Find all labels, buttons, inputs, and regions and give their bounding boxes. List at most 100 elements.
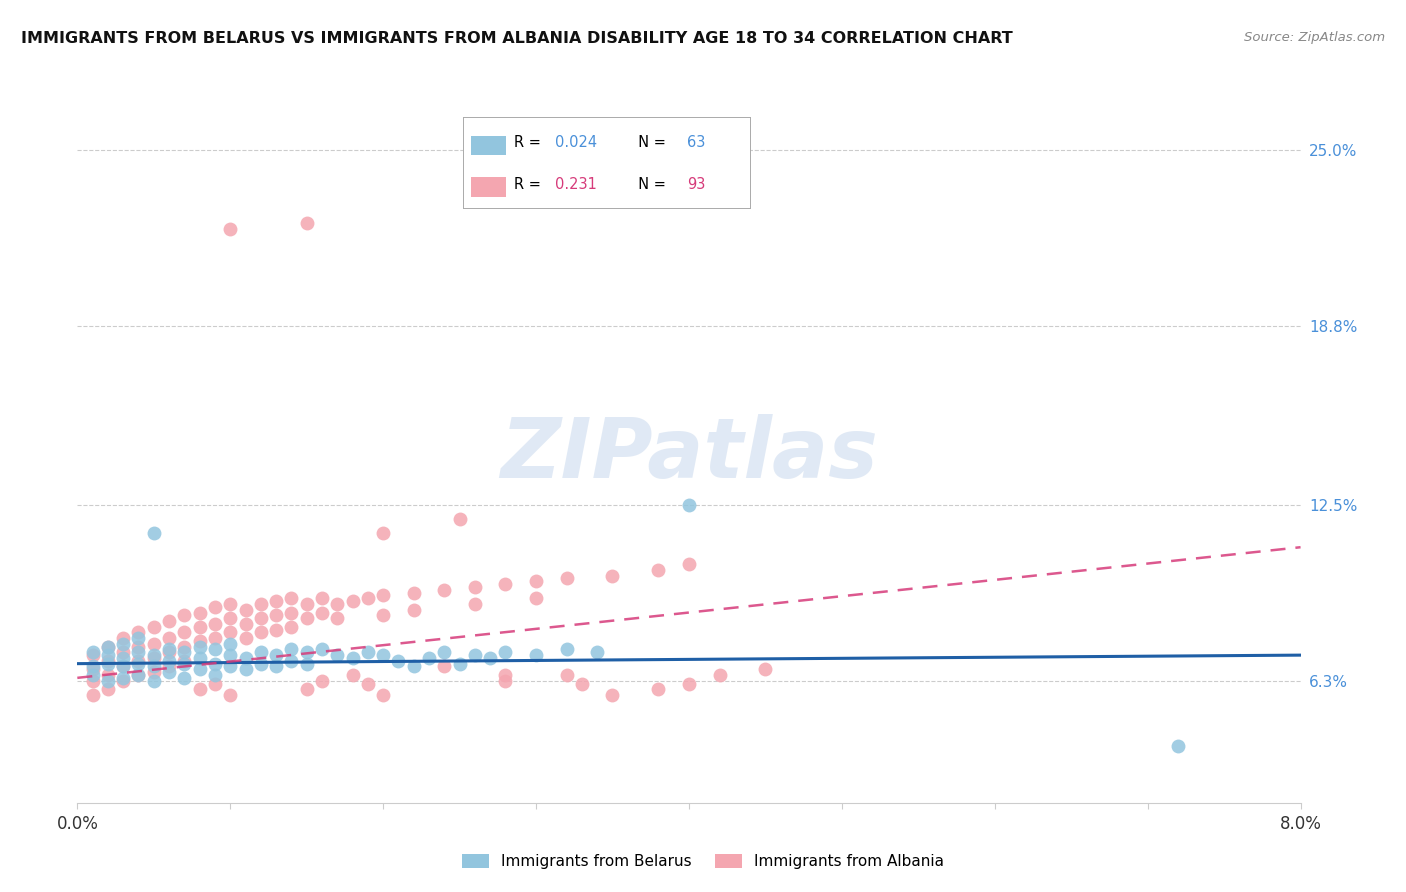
Point [235,631,257,645]
Point [219,625,242,640]
Point [250,597,273,611]
Point [402,659,425,673]
Point [602,568,624,582]
Point [128,631,150,645]
Point [280,654,302,668]
Point [188,662,211,676]
Point [678,558,700,572]
Point [142,651,165,665]
Point [142,620,165,634]
Point [112,673,135,688]
Point [219,688,242,702]
Point [264,608,287,623]
Point [142,659,165,673]
Point [326,597,349,611]
Text: IMMIGRANTS FROM BELARUS VS IMMIGRANTS FROM ALBANIA DISABILITY AGE 18 TO 34 CORRE: IMMIGRANTS FROM BELARUS VS IMMIGRANTS FR… [21,31,1012,46]
Point [602,688,624,702]
Point [219,611,242,625]
Point [97,640,120,654]
Point [342,668,364,682]
Point [112,671,135,685]
Point [433,645,456,659]
Point [112,651,135,665]
Point [82,688,104,702]
Point [311,606,333,620]
Point [219,637,242,651]
Text: ZIPatlas: ZIPatlas [501,415,877,495]
Point [142,673,165,688]
Point [250,657,273,671]
Point [371,688,394,702]
Point [97,648,120,662]
Point [754,662,776,676]
Point [647,682,669,697]
Point [219,222,242,236]
Point [295,645,318,659]
Point [173,654,195,668]
Point [97,682,120,697]
Point [204,616,226,631]
Point [173,625,195,640]
Point [1167,739,1189,753]
Point [280,642,302,657]
Point [188,682,211,697]
Point [326,611,349,625]
Point [128,640,150,654]
Point [371,648,394,662]
Point [204,631,226,645]
Point [295,597,318,611]
Point [219,659,242,673]
Point [433,582,456,597]
Point [250,645,273,659]
Point [495,673,517,688]
Text: Source: ZipAtlas.com: Source: ZipAtlas.com [1244,31,1385,45]
Point [326,648,349,662]
Point [250,625,273,640]
Point [371,608,394,623]
Point [280,591,302,606]
Point [112,631,135,645]
Point [112,659,135,673]
Point [235,616,257,631]
Point [128,668,150,682]
Point [371,589,394,603]
Point [555,642,578,657]
Point [433,659,456,673]
Point [112,659,135,673]
Point [173,645,195,659]
Point [82,659,104,673]
Point [464,580,486,594]
Point [280,620,302,634]
Point [142,526,165,541]
Point [157,665,180,680]
Point [342,651,364,665]
Point [464,648,486,662]
Point [188,651,211,665]
Point [204,668,226,682]
Point [678,676,700,690]
Point [647,563,669,577]
Point [188,640,211,654]
Point [357,591,380,606]
Point [250,611,273,625]
Point [82,668,104,682]
Point [204,599,226,614]
Point [295,611,318,625]
Point [128,657,150,671]
Point [142,637,165,651]
Point [112,637,135,651]
Point [387,654,409,668]
Point [188,634,211,648]
Point [82,645,104,659]
Point [709,668,731,682]
Point [173,657,195,671]
Point [464,597,486,611]
Point [128,625,150,640]
Point [555,571,578,585]
Point [402,603,425,617]
Point [342,594,364,608]
Point [264,594,287,608]
Point [204,676,226,690]
Point [128,645,150,659]
Point [295,217,318,231]
